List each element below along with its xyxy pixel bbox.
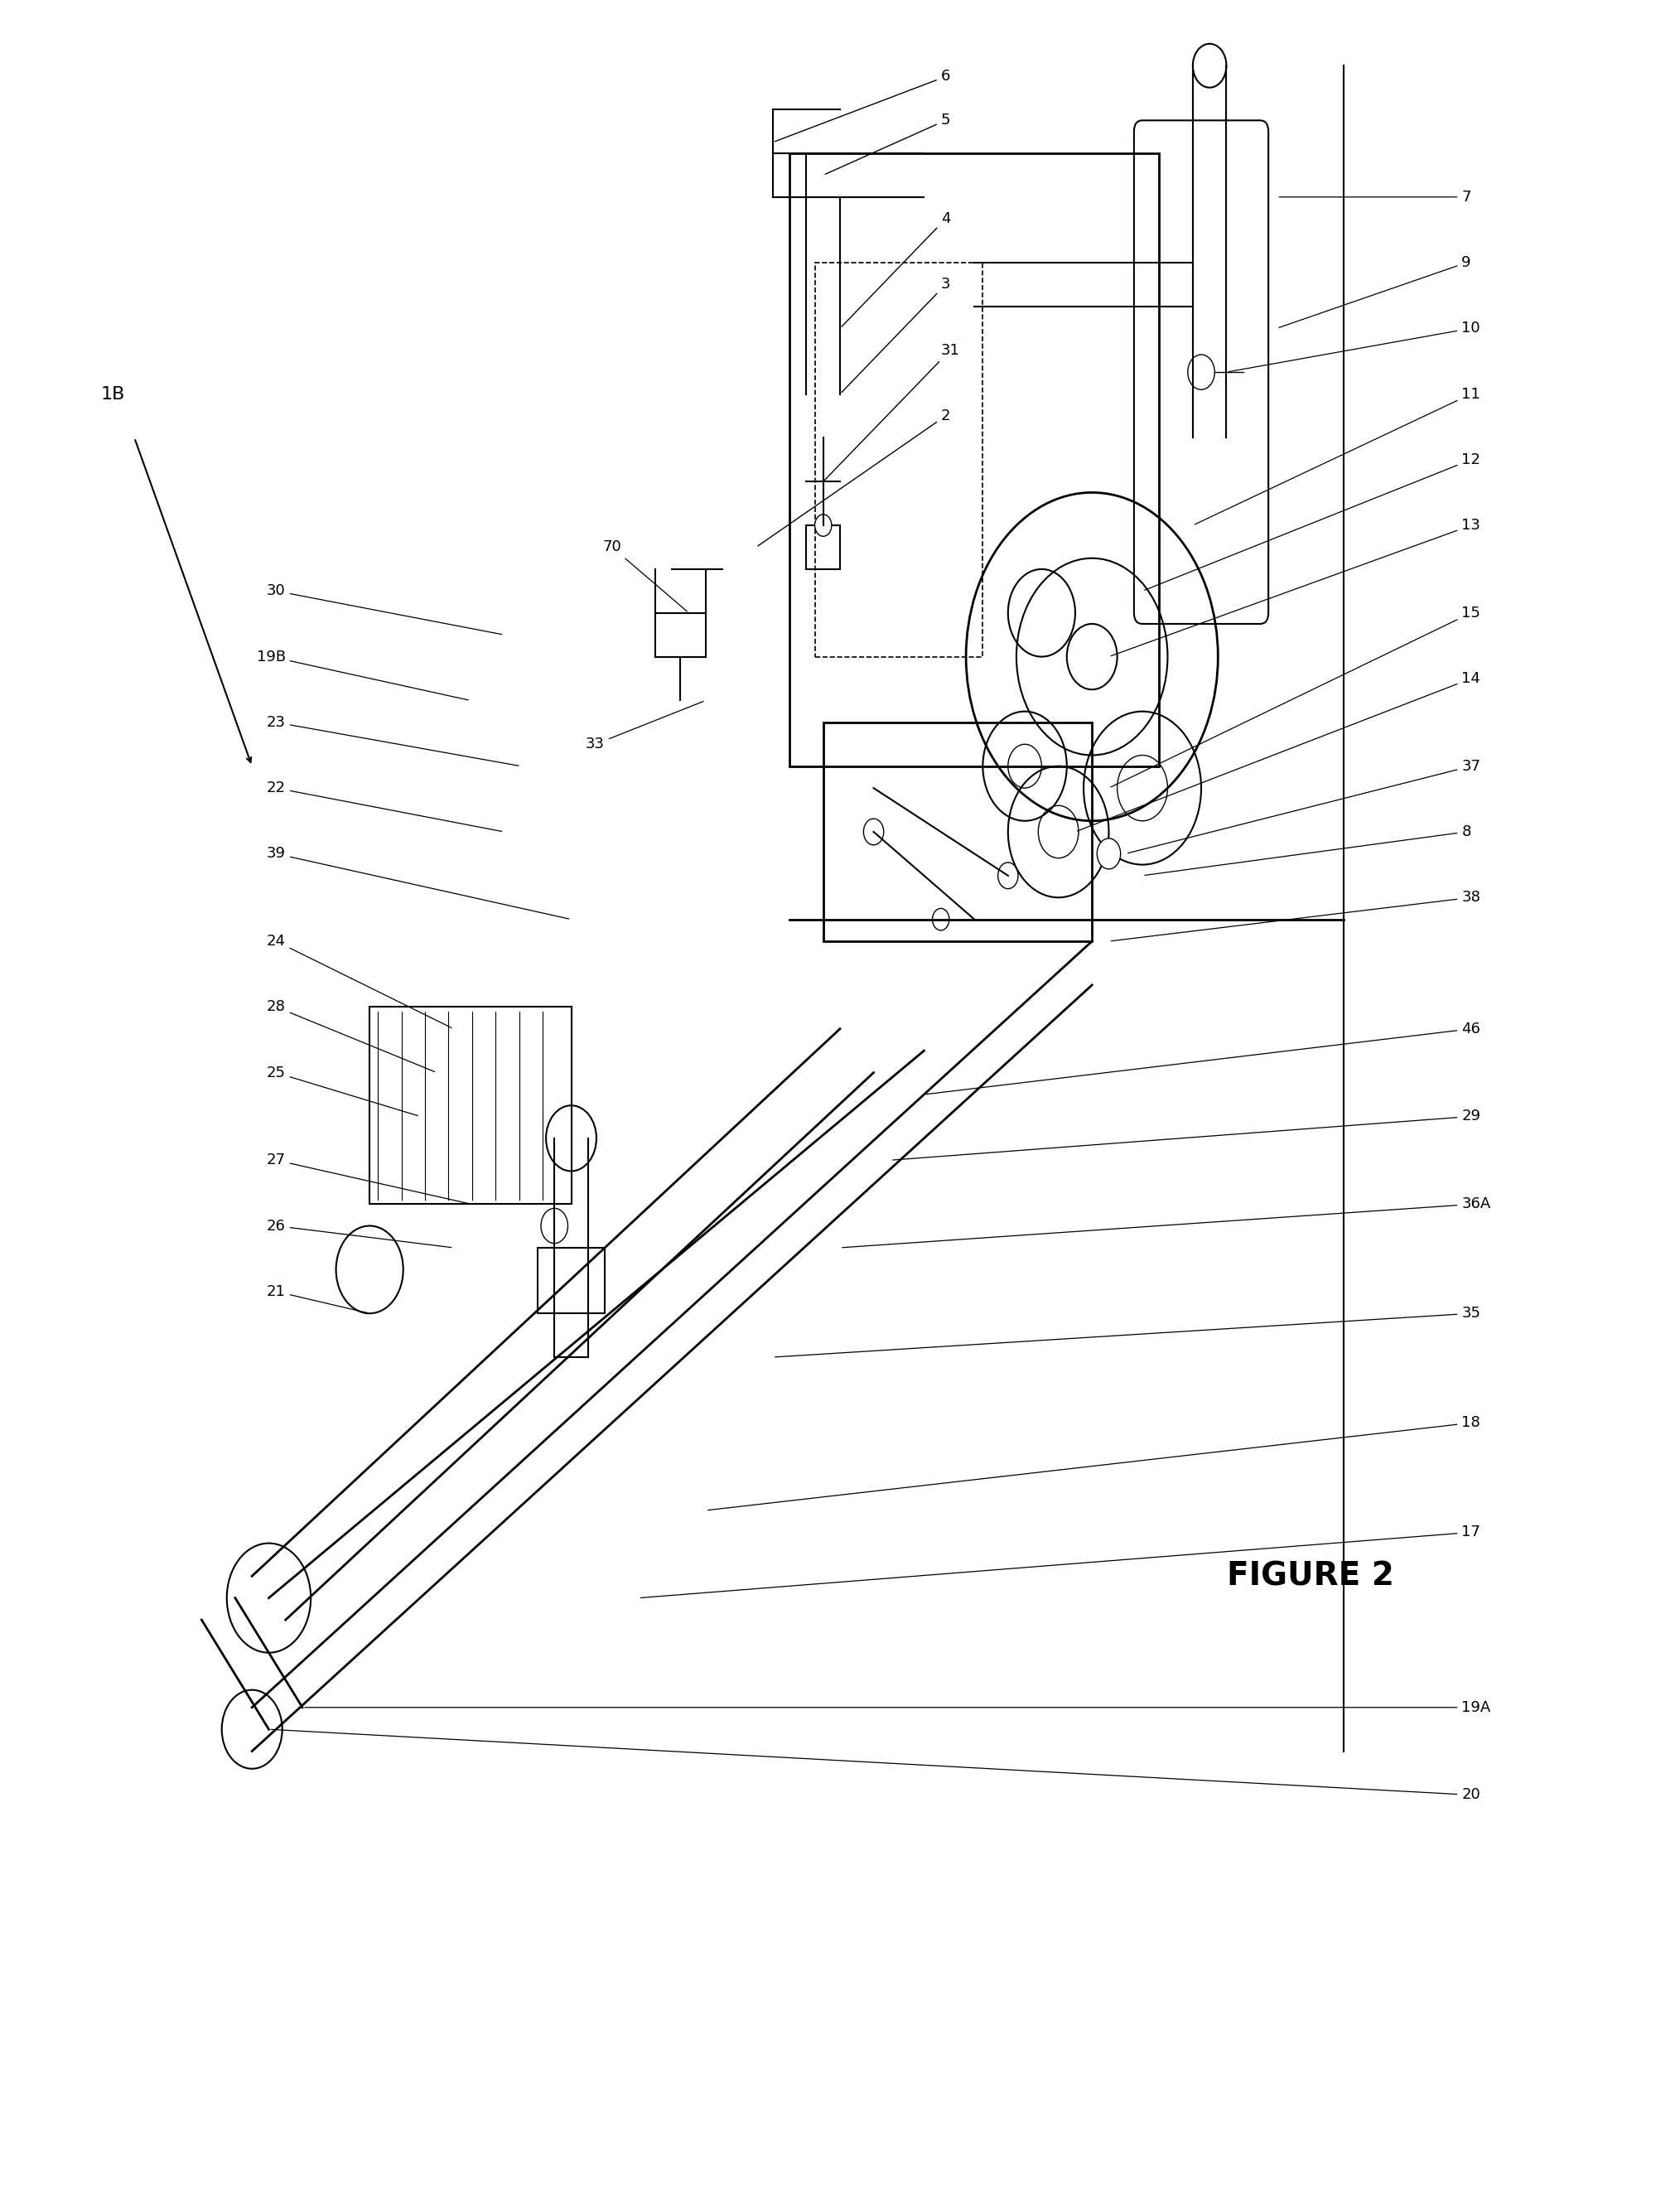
Text: 37: 37 [1127, 760, 1480, 854]
Text: 46: 46 [926, 1022, 1480, 1094]
Text: 8: 8 [1144, 825, 1472, 876]
Text: 33: 33 [586, 700, 704, 751]
Circle shape [932, 908, 949, 930]
Text: 5: 5 [825, 114, 951, 175]
Text: 11: 11 [1194, 387, 1480, 525]
Bar [370, 1007, 571, 1204]
Circle shape [815, 514, 832, 536]
Text: 29: 29 [892, 1110, 1480, 1160]
Text: 39: 39 [267, 847, 570, 919]
Text: 19A: 19A [304, 1701, 1490, 1714]
Bar [823, 722, 1092, 941]
Circle shape [864, 819, 884, 845]
Text: 27: 27 [267, 1154, 469, 1204]
Text: 24: 24 [267, 935, 452, 1029]
Text: 30: 30 [267, 584, 502, 635]
Text: 17: 17 [640, 1526, 1480, 1598]
Text: 15: 15 [1110, 606, 1480, 788]
Bar [538, 1248, 605, 1313]
Text: 6: 6 [774, 70, 951, 142]
Circle shape [541, 1208, 568, 1243]
Text: 36A: 36A [842, 1197, 1490, 1248]
Text: 1B: 1B [101, 385, 124, 403]
Circle shape [1097, 838, 1121, 869]
Text: 2: 2 [758, 409, 951, 545]
Text: 20: 20 [270, 1729, 1480, 1802]
Bar [806, 525, 840, 569]
Text: 14: 14 [1077, 672, 1480, 832]
Text: 7: 7 [1278, 190, 1472, 204]
Text: 23: 23 [267, 716, 519, 766]
Text: 38: 38 [1110, 891, 1480, 941]
Text: 25: 25 [267, 1066, 418, 1116]
Text: 18: 18 [707, 1416, 1480, 1510]
Text: 70: 70 [603, 541, 687, 611]
Text: 12: 12 [1144, 453, 1480, 591]
Text: 3: 3 [842, 278, 951, 392]
Text: 13: 13 [1110, 519, 1480, 657]
Text: 21: 21 [267, 1285, 368, 1313]
Bar [815, 263, 983, 657]
Text: 22: 22 [267, 781, 502, 832]
Text: 31: 31 [825, 344, 959, 479]
Text: 9: 9 [1278, 256, 1472, 328]
Circle shape [998, 862, 1018, 889]
Text: 35: 35 [774, 1307, 1480, 1357]
Text: 19B: 19B [257, 650, 469, 700]
Text: 10: 10 [1228, 322, 1480, 372]
Bar [790, 153, 1159, 766]
Text: 28: 28 [267, 1000, 435, 1073]
Text: FIGURE 2: FIGURE 2 [1226, 1561, 1394, 1591]
Text: 4: 4 [842, 212, 951, 326]
Text: 26: 26 [267, 1219, 452, 1248]
